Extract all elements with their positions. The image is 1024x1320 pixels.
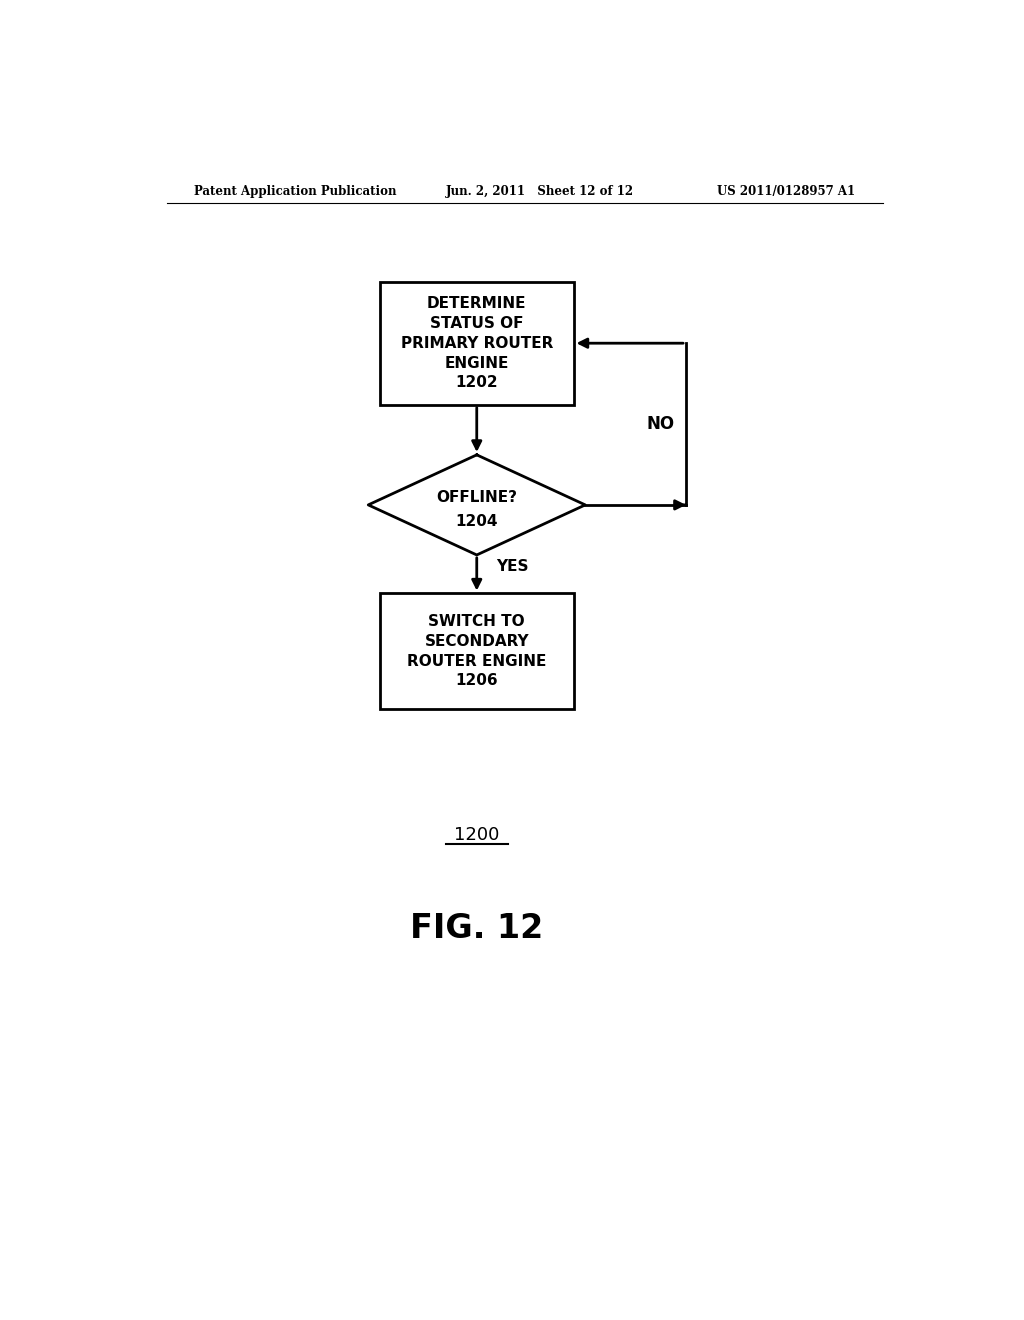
- Text: 1200: 1200: [454, 826, 500, 843]
- Text: Jun. 2, 2011   Sheet 12 of 12: Jun. 2, 2011 Sheet 12 of 12: [445, 185, 634, 198]
- Text: NO: NO: [646, 414, 675, 433]
- Text: US 2011/0128957 A1: US 2011/0128957 A1: [717, 185, 855, 198]
- Text: SWITCH TO
SECONDARY
ROUTER ENGINE
1206: SWITCH TO SECONDARY ROUTER ENGINE 1206: [408, 614, 547, 689]
- Text: DETERMINE
STATUS OF
PRIMARY ROUTER
ENGINE
1202: DETERMINE STATUS OF PRIMARY ROUTER ENGIN…: [400, 296, 553, 391]
- Text: FIG. 12: FIG. 12: [411, 912, 544, 945]
- Text: YES: YES: [496, 558, 528, 574]
- Bar: [380, 281, 573, 405]
- Polygon shape: [369, 455, 586, 554]
- Bar: [380, 594, 573, 709]
- Text: OFFLINE?: OFFLINE?: [436, 490, 517, 504]
- Text: 1204: 1204: [456, 515, 498, 529]
- Text: Patent Application Publication: Patent Application Publication: [194, 185, 396, 198]
